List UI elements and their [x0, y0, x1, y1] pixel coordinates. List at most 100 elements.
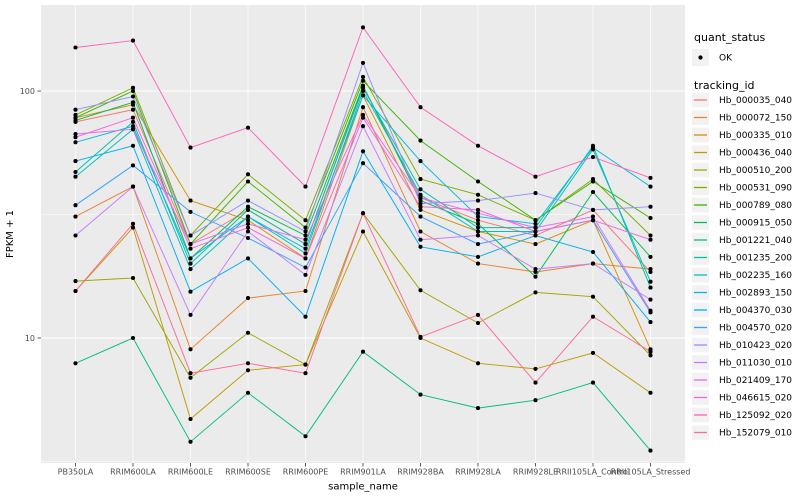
data-point: [418, 214, 423, 219]
data-point: [648, 204, 653, 209]
data-point: [245, 296, 251, 301]
data-point: [648, 349, 653, 354]
data-point: [130, 335, 136, 341]
data-point: [188, 246, 193, 251]
legend-title-quant-status: quant_status: [694, 31, 766, 44]
data-point: [188, 256, 193, 261]
data-point: [590, 189, 596, 195]
x-tick-label: PB350LA: [58, 468, 94, 477]
legend-label-Hb_001235_200: Hb_001235_200: [719, 254, 792, 264]
ok-point-icon: [698, 55, 703, 60]
data-point: [360, 349, 366, 354]
legend-label-Hb_125092_020: Hb_125092_020: [719, 411, 792, 421]
data-point: [245, 204, 251, 209]
data-point: [418, 198, 423, 203]
data-point: [418, 105, 423, 110]
data-point: [303, 184, 308, 189]
data-point: [303, 272, 308, 277]
data-point: [303, 256, 308, 261]
x-tick-label: RRIM928LA: [455, 468, 501, 477]
legend-label-Hb_004370_030: Hb_004370_030: [719, 306, 792, 316]
data-point: [533, 274, 538, 279]
data-point: [130, 94, 136, 99]
data-point: [418, 288, 423, 293]
data-point: [188, 233, 193, 238]
data-point: [303, 233, 308, 238]
data-point: [418, 207, 423, 212]
data-point: [590, 218, 596, 223]
data-point: [73, 107, 78, 112]
data-point: [73, 159, 78, 164]
legend-label-Hb_000335_010: Hb_000335_010: [719, 131, 792, 141]
data-point: [188, 375, 193, 380]
data-point: [590, 145, 596, 150]
data-point: [360, 88, 366, 94]
data-point: [245, 390, 251, 395]
x-tick-label: RRIM600PE: [283, 468, 329, 477]
data-point: [130, 124, 136, 129]
data-point: [188, 209, 193, 214]
data-point: [130, 184, 136, 189]
data-point: [73, 135, 78, 140]
data-point: [303, 237, 308, 242]
data-point: [245, 214, 251, 219]
data-point: [303, 371, 308, 376]
x-tick-label: RRIM600LA: [110, 468, 156, 477]
data-point: [475, 254, 481, 259]
data-point: [418, 392, 423, 397]
data-point: [475, 179, 481, 184]
data-point: [590, 350, 596, 355]
data-point: [303, 314, 308, 319]
data-point: [188, 198, 193, 203]
data-point: [533, 218, 538, 223]
data-point: [590, 294, 596, 299]
data-point: [475, 211, 481, 216]
data-point: [418, 192, 423, 197]
legend-label-Hb_002893_150: Hb_002893_150: [719, 289, 792, 299]
series-points: [73, 25, 653, 453]
data-point: [130, 100, 136, 105]
data-point: [73, 45, 78, 50]
y-tick-label: 10: [25, 334, 35, 343]
data-point: [648, 267, 653, 272]
data-point: [303, 362, 308, 367]
data-point: [475, 320, 481, 326]
points-Hb_152079_010: [73, 211, 653, 385]
data-point: [73, 279, 78, 284]
data-point: [303, 242, 308, 247]
data-point: [533, 225, 538, 230]
data-point: [130, 275, 136, 281]
data-point: [475, 218, 481, 223]
x-tick-label: RRIM600LE: [168, 468, 213, 477]
data-point: [245, 221, 251, 226]
data-point: [303, 246, 308, 251]
data-point: [648, 269, 653, 275]
data-point: [418, 334, 423, 339]
data-point: [648, 353, 653, 358]
legend-label-Hb_004570_020: Hb_004570_020: [719, 324, 792, 334]
points-Hb_001221_040: [73, 335, 653, 453]
points-Hb_021409_170: [73, 112, 653, 313]
data-point: [303, 218, 308, 223]
data-point: [475, 229, 481, 234]
legend-label-Hb_152079_010: Hb_152079_010: [719, 429, 792, 439]
data-point: [590, 249, 596, 255]
data-point: [303, 251, 308, 256]
data-point: [533, 290, 538, 295]
data-point: [245, 218, 251, 223]
axis-ticks: [37, 90, 651, 467]
data-point: [360, 85, 366, 90]
data-point: [533, 269, 538, 275]
data-point: [130, 225, 136, 230]
data-point: [533, 229, 538, 234]
data-point: [475, 361, 481, 366]
data-point: [73, 288, 78, 294]
data-point: [418, 244, 423, 249]
data-point: [188, 145, 193, 150]
legend-title-tracking-id: tracking_id: [694, 79, 755, 92]
data-point: [188, 267, 193, 272]
data-point: [245, 330, 251, 335]
data-point: [360, 124, 366, 129]
